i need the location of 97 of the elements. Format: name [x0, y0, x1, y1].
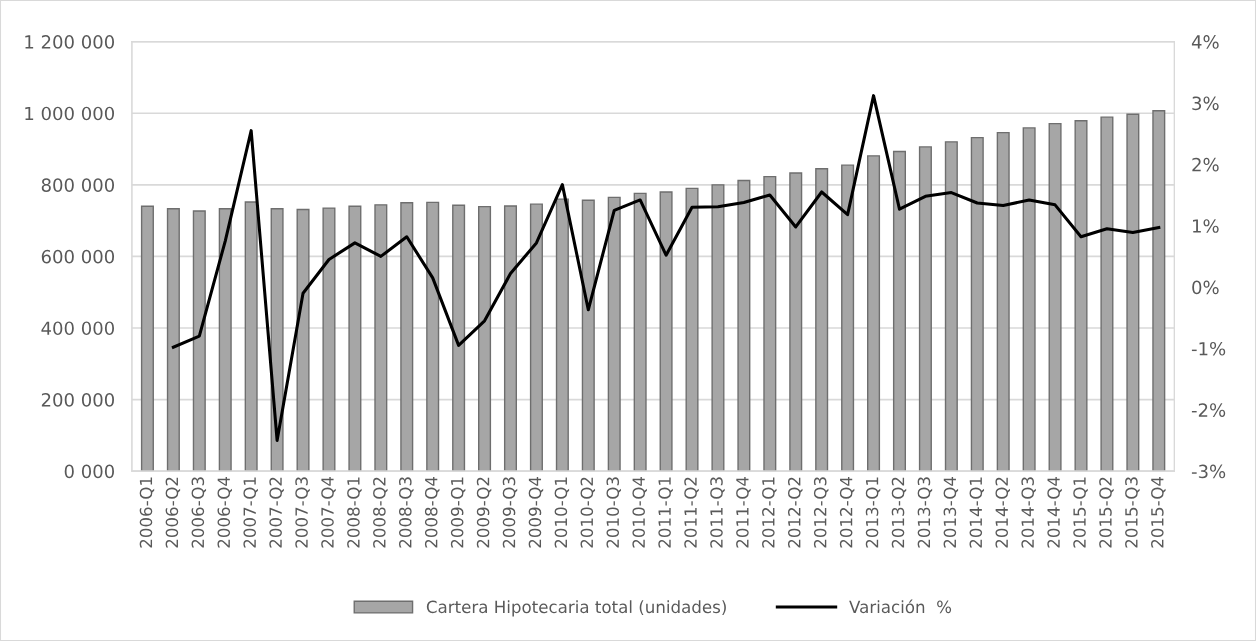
x-tick-label: 2012-Q3 — [813, 477, 829, 548]
x-tick-label: 2007-Q4 — [321, 476, 336, 548]
legend-label: Variación % — [849, 599, 952, 614]
bar — [918, 146, 932, 472]
line-series — [171, 94, 1161, 442]
x-tick-label: 2010-Q2 — [580, 477, 596, 548]
x-tick-label: 2011-Q3 — [710, 477, 725, 548]
bar — [478, 205, 492, 472]
bar — [452, 204, 466, 472]
x-tick-label: 2010-Q4 — [632, 476, 647, 548]
bar — [503, 205, 518, 472]
x-tick-label: 2006-Q1 — [139, 477, 155, 548]
bar — [970, 136, 984, 472]
bar — [1048, 122, 1062, 472]
x-tick-label: 2013-Q2 — [891, 477, 907, 548]
bar — [400, 202, 414, 472]
y2-tick-label: -3% — [1191, 464, 1226, 479]
x-tick-label: 2011-Q1 — [658, 477, 673, 548]
x-tick-label: 2011-Q2 — [684, 477, 699, 548]
x-tick-label: 2013-Q4 — [943, 476, 959, 548]
y2-tick-label: -2% — [1191, 403, 1226, 417]
x-tick-label: 2014-Q1 — [969, 477, 985, 548]
x-tick-label: 2010-Q3 — [606, 477, 621, 548]
bar — [296, 208, 310, 472]
x-tick-label: 2006-Q3 — [191, 477, 207, 548]
y2-tick-label: 1% — [1193, 219, 1219, 233]
x-tick-label: 2009-Q1 — [450, 477, 466, 548]
x-tick-label: 2015-Q2 — [1099, 477, 1114, 548]
x-tick-label: 2012-Q4 — [839, 476, 855, 548]
y-tick-label: 1 000 000 — [25, 106, 115, 121]
y2-tick-label: 3% — [1192, 96, 1219, 111]
x-tick-label: 2015-Q4 — [1151, 476, 1166, 548]
bar — [322, 207, 336, 472]
x-tick-label: 2006-Q2 — [165, 477, 181, 548]
y-tick-label: 800 000 — [41, 178, 115, 192]
x-tick-label: 2014-Q2 — [995, 477, 1010, 548]
bar — [659, 191, 673, 472]
bar — [140, 205, 154, 472]
bar — [244, 201, 258, 472]
x-tick-label: 2012-Q1 — [762, 477, 777, 548]
bar — [1126, 113, 1140, 472]
y2-tick-label: -1% — [1191, 341, 1226, 356]
x-tick-label: 2009-Q3 — [502, 477, 518, 548]
y-tick-label: 600 000 — [41, 249, 115, 264]
bar — [944, 141, 958, 472]
x-tick-label: 2009-Q4 — [528, 476, 544, 548]
y2-tick-label: 0% — [1192, 280, 1219, 295]
y2-tick-label: 2% — [1192, 157, 1219, 172]
x-tick-label: 2007-Q1 — [243, 477, 258, 548]
bar — [348, 205, 362, 472]
bar — [685, 187, 699, 472]
x-tick-label: 2008-Q3 — [398, 477, 414, 548]
x-tick-label: 2009-Q2 — [476, 477, 492, 548]
bar — [737, 179, 751, 472]
x-tick-label: 2011-Q4 — [736, 476, 751, 548]
y-tick-label: 1 200 000 — [25, 35, 115, 49]
bar — [763, 175, 777, 472]
x-tick-label: 2006-Q4 — [217, 476, 232, 548]
bar — [892, 150, 907, 472]
y-tick-label: 0 000 — [64, 464, 115, 479]
x-tick-label: 2013-Q3 — [917, 477, 933, 548]
x-tick-label: 2007-Q3 — [295, 477, 310, 548]
y-tick-label: 200 000 — [41, 393, 115, 407]
x-tick-label: 2008-Q2 — [373, 477, 388, 548]
bar — [1152, 110, 1166, 472]
x-tick-label: 2014-Q3 — [1021, 477, 1036, 548]
bar — [166, 208, 180, 472]
bar — [867, 155, 881, 472]
x-tick-label: 2008-Q1 — [347, 477, 362, 548]
bar — [996, 131, 1010, 472]
x-tick-label: 2013-Q1 — [865, 477, 881, 548]
bar — [841, 164, 855, 472]
bar — [1100, 116, 1114, 472]
x-tick-label: 2010-Q1 — [554, 477, 570, 548]
bar — [555, 198, 569, 472]
bar — [1074, 120, 1088, 472]
bar — [815, 168, 829, 472]
x-tick-label: 2012-Q2 — [787, 477, 803, 548]
bar — [607, 196, 621, 472]
bar — [529, 203, 543, 472]
x-tick-label: 2015-Q3 — [1125, 477, 1140, 548]
y-tick-label: 400 000 — [41, 321, 115, 336]
bar — [218, 208, 232, 472]
bar — [711, 184, 725, 472]
bar — [374, 204, 388, 472]
bar — [789, 172, 803, 472]
x-tick-label: 2015-Q1 — [1073, 477, 1088, 548]
bar — [633, 192, 647, 472]
legend-label: Cartera Hipotecaria total (unidades) — [426, 600, 726, 617]
x-tick-label: 2014-Q4 — [1047, 476, 1062, 548]
x-tick-label: 2007-Q2 — [269, 477, 284, 548]
y2-tick-label: 4% — [1191, 35, 1219, 49]
bar — [1022, 127, 1036, 472]
x-tick-label: 2008-Q4 — [424, 476, 440, 548]
bar — [426, 201, 440, 472]
bar — [581, 199, 595, 472]
bar — [192, 210, 206, 472]
